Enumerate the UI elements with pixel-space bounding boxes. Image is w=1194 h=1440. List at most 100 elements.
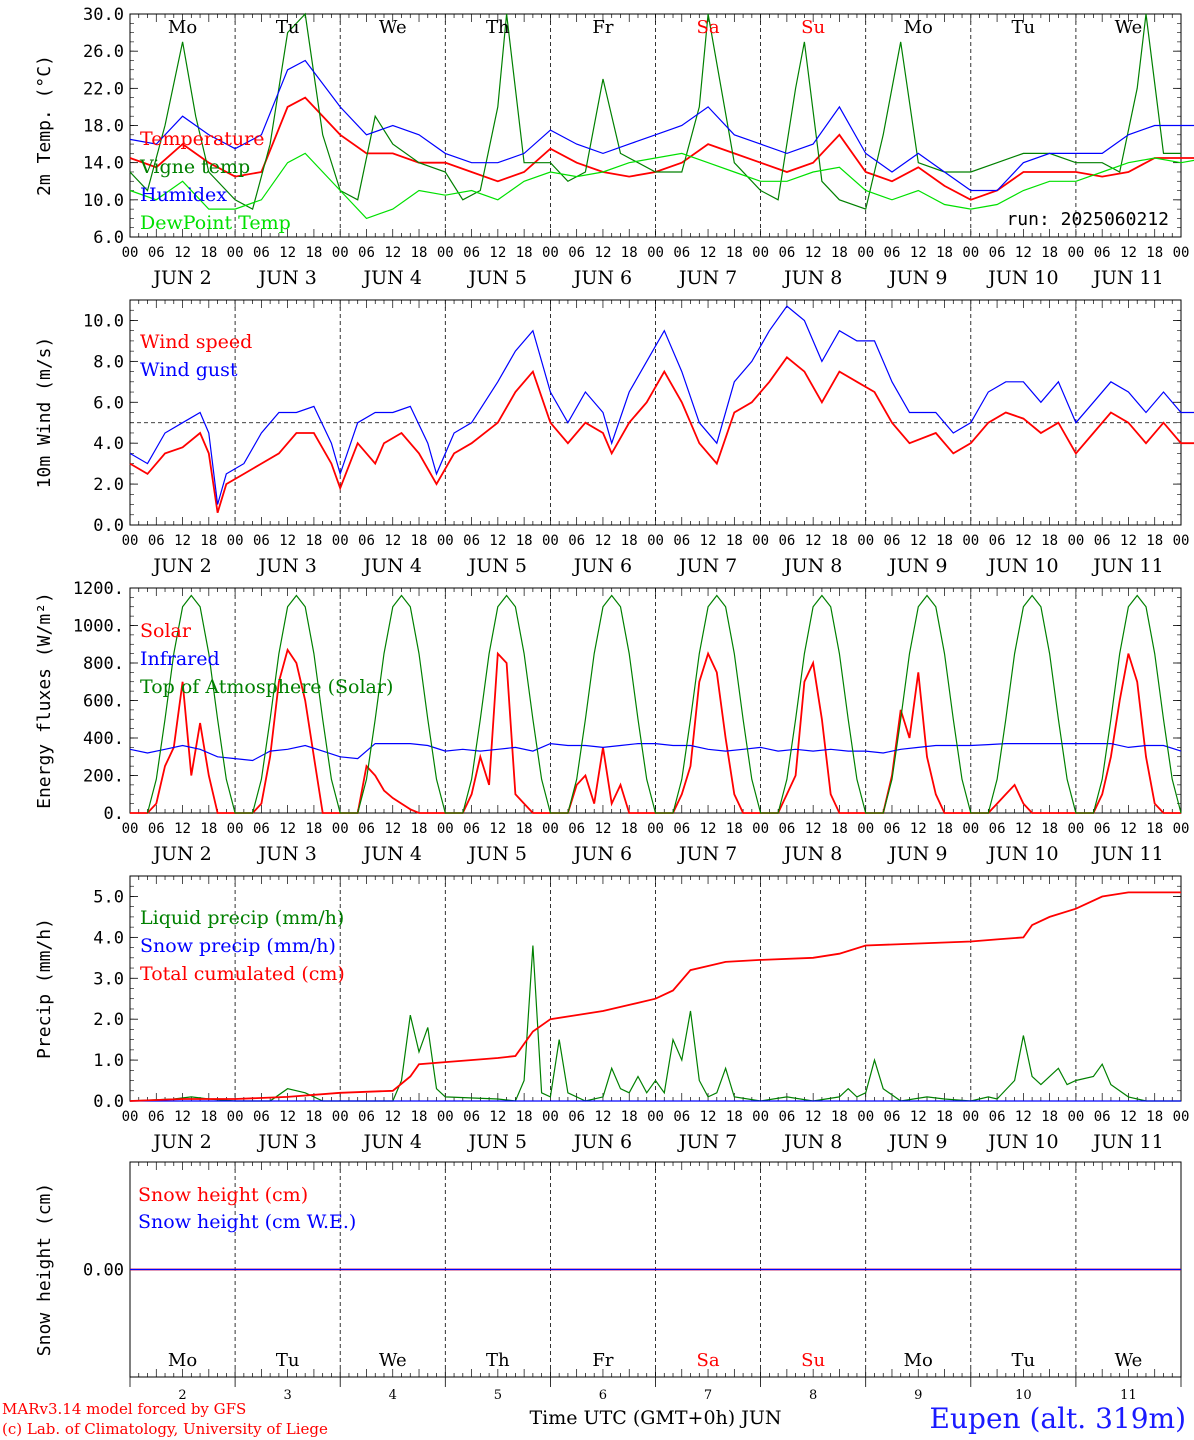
x-date-label: JUN 10 bbox=[986, 267, 1058, 289]
x-hour-label: 18 bbox=[305, 1109, 322, 1125]
x-hour-label: 12 bbox=[279, 533, 296, 549]
x-date-label: JUN 4 bbox=[362, 1131, 422, 1153]
x-date-label: JUN 8 bbox=[782, 843, 842, 865]
x-hour-label: 06 bbox=[463, 245, 480, 261]
x-day-number: 4 bbox=[389, 1388, 397, 1403]
y-tick-label: 400. bbox=[83, 729, 124, 749]
x-day-number: 5 bbox=[494, 1388, 502, 1403]
x-hour-label: 00 bbox=[437, 533, 454, 549]
y-axis-label: Snow height (cm) bbox=[34, 1183, 55, 1356]
x-hour-label: 06 bbox=[778, 533, 795, 549]
y-tick-label: 1.0 bbox=[93, 1051, 124, 1071]
x-hour-label: 18 bbox=[200, 245, 217, 261]
x-hour-label: 06 bbox=[884, 245, 901, 261]
x-hour-label: 06 bbox=[778, 1109, 795, 1125]
x-hour-label: 18 bbox=[726, 245, 743, 261]
x-date-label: JUN 4 bbox=[362, 267, 422, 289]
x-hour-label: 00 bbox=[1173, 533, 1190, 549]
x-day-number: 9 bbox=[914, 1388, 922, 1403]
x-date-label: JUN 11 bbox=[1091, 1131, 1163, 1153]
x-hour-label: 00 bbox=[962, 245, 979, 261]
x-hour-label: 00 bbox=[542, 245, 559, 261]
legend-entry: Wind speed bbox=[140, 331, 252, 353]
legend-entry: Infrared bbox=[140, 648, 220, 670]
x-hour-label: 06 bbox=[568, 1109, 585, 1125]
y-tick-label: 600. bbox=[83, 692, 124, 712]
x-hour-label: 18 bbox=[621, 533, 638, 549]
x-date-label: JUN 8 bbox=[782, 1131, 842, 1153]
y-axis-label: Energy fluxes (W/m²) bbox=[34, 592, 55, 809]
x-hour-label: 00 bbox=[647, 1109, 664, 1125]
weekday-label: Tu bbox=[1012, 17, 1036, 38]
x-hour-label: 18 bbox=[200, 821, 217, 837]
legend-entry: Solar bbox=[140, 620, 192, 642]
x-hour-label: 18 bbox=[411, 821, 428, 837]
x-hour-label: 18 bbox=[411, 245, 428, 261]
legend-entry: Snow height (cm) bbox=[138, 1184, 308, 1206]
weekday-label: Tu bbox=[276, 1350, 300, 1371]
credit-line-2: (c) Lab. of Climatology, University of L… bbox=[2, 1420, 328, 1438]
x-hour-label: 12 bbox=[1015, 1109, 1032, 1125]
weekday-label: We bbox=[379, 17, 407, 38]
x-date-label: JUN 6 bbox=[572, 843, 632, 865]
x-hour-label: 12 bbox=[1120, 533, 1137, 549]
x-hour-label: 18 bbox=[936, 245, 953, 261]
x-date-label: JUN 2 bbox=[151, 1131, 211, 1153]
x-hour-label: 00 bbox=[227, 533, 244, 549]
x-hour-label: 00 bbox=[647, 245, 664, 261]
x-hour-label: 18 bbox=[726, 1109, 743, 1125]
x-date-label: JUN 8 bbox=[782, 555, 842, 577]
x-hour-label: 00 bbox=[752, 245, 769, 261]
x-date-label: JUN 9 bbox=[887, 555, 947, 577]
x-hour-label: 00 bbox=[857, 821, 874, 837]
x-hour-label: 18 bbox=[936, 533, 953, 549]
y-tick-label: 800. bbox=[83, 654, 124, 674]
panel-5 bbox=[129, 1161, 1182, 1387]
weekday-label: Sa bbox=[697, 17, 720, 38]
y-tick-label: 0.0 bbox=[93, 516, 124, 536]
x-hour-label: 00 bbox=[122, 245, 139, 261]
x-hour-label: 06 bbox=[1094, 245, 1111, 261]
x-hour-label: 18 bbox=[621, 245, 638, 261]
x-hour-label: 00 bbox=[962, 533, 979, 549]
weekday-label: Su bbox=[801, 1350, 825, 1371]
weekday-label: We bbox=[1115, 1350, 1143, 1371]
x-hour-label: 12 bbox=[279, 1109, 296, 1125]
x-hour-label: 06 bbox=[358, 821, 375, 837]
x-hour-label: 00 bbox=[122, 533, 139, 549]
x-hour-label: 00 bbox=[332, 533, 349, 549]
legend-entry: Humidex bbox=[140, 184, 227, 206]
x-hour-label: 18 bbox=[831, 533, 848, 549]
y-tick-label: 200. bbox=[83, 767, 124, 787]
x-hour-label: 12 bbox=[805, 533, 822, 549]
x-date-label: JUN 7 bbox=[677, 843, 737, 865]
series-line bbox=[129, 742, 1182, 762]
x-hour-label: 18 bbox=[200, 1109, 217, 1125]
y-tick-label: 5.0 bbox=[93, 887, 124, 907]
x-hour-label: 06 bbox=[568, 821, 585, 837]
x-date-label: JUN 11 bbox=[1091, 267, 1163, 289]
y-tick-label: 18.0 bbox=[83, 117, 124, 137]
x-date-label: JUN 10 bbox=[986, 555, 1058, 577]
x-hour-label: 06 bbox=[884, 1109, 901, 1125]
x-hour-label: 12 bbox=[174, 533, 191, 549]
weekday-label: Tu bbox=[276, 17, 300, 38]
x-date-label: JUN 9 bbox=[887, 1131, 947, 1153]
x-hour-label: 00 bbox=[437, 821, 454, 837]
weekday-label: Mo bbox=[168, 17, 197, 38]
x-hour-label: 06 bbox=[989, 533, 1006, 549]
x-hour-label: 12 bbox=[910, 533, 927, 549]
x-day-number: 3 bbox=[284, 1388, 292, 1403]
x-hour-label: 06 bbox=[358, 533, 375, 549]
x-date-label: JUN 5 bbox=[467, 267, 527, 289]
x-date-label: JUN 4 bbox=[362, 843, 422, 865]
x-hour-label: 06 bbox=[1094, 1109, 1111, 1125]
weekday-label: Th bbox=[486, 17, 510, 38]
legend-entry: Wind gust bbox=[140, 359, 238, 381]
x-hour-label: 00 bbox=[857, 1109, 874, 1125]
x-hour-label: 06 bbox=[989, 245, 1006, 261]
x-hour-label: 06 bbox=[568, 533, 585, 549]
x-hour-label: 06 bbox=[148, 245, 165, 261]
series-line bbox=[129, 355, 1194, 513]
x-hour-label: 00 bbox=[752, 533, 769, 549]
